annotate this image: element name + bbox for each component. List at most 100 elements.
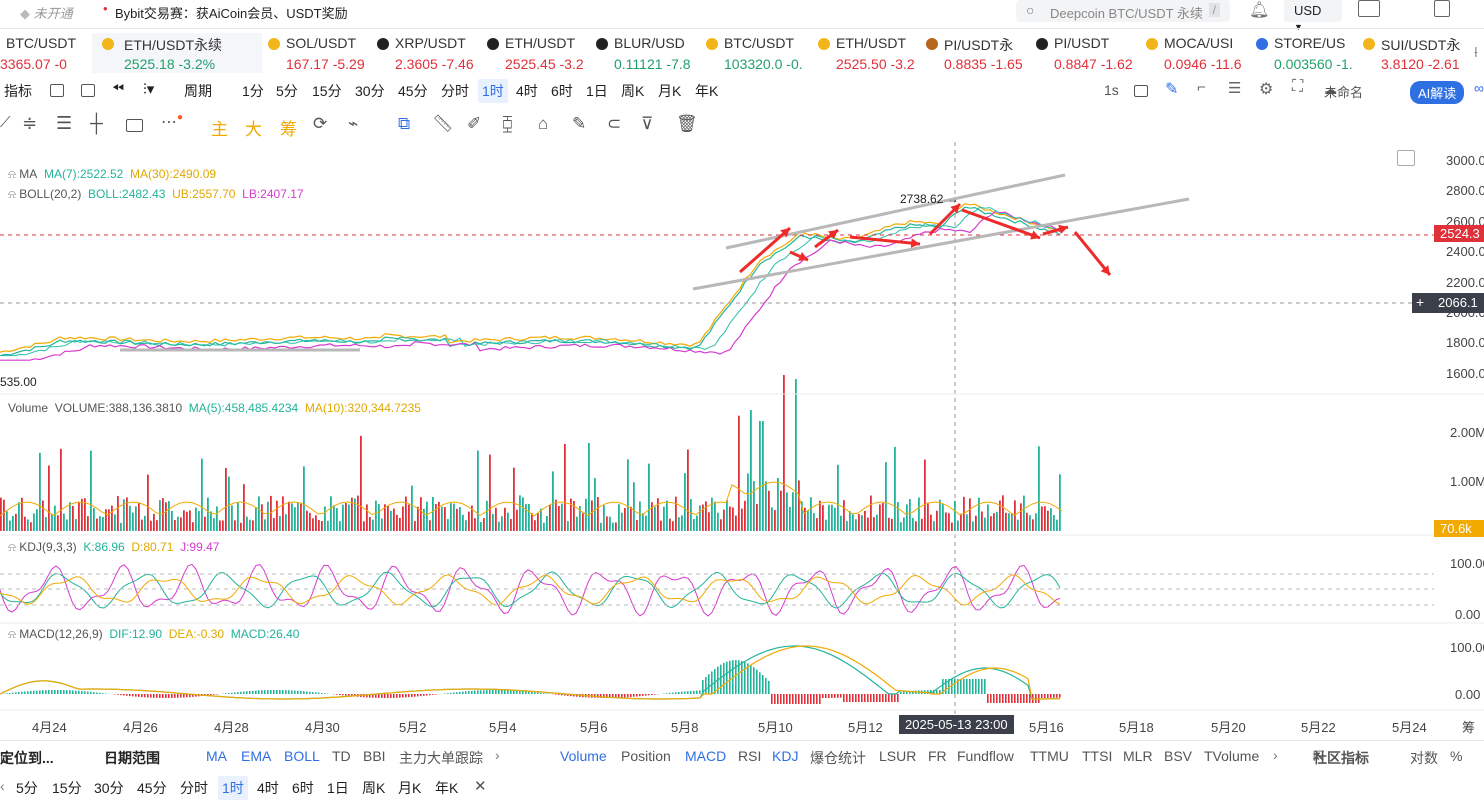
interval-2[interactable]: 15分 <box>312 83 342 99</box>
more-tickers-icon[interactable]: ⟊ <box>1474 44 1478 61</box>
chart-canvas[interactable] <box>0 142 1484 740</box>
sub-indicator-4[interactable]: KDJ <box>772 748 799 764</box>
candle-tool-icon[interactable]: ⧮ <box>502 114 513 133</box>
chip-button[interactable]: 筹 <box>280 120 297 139</box>
sub-indicator-7[interactable]: FR <box>928 748 947 764</box>
copy-icon[interactable]: ⧉ <box>398 114 411 133</box>
sub-inds-more-icon[interactable]: › <box>1273 747 1278 763</box>
note-icon[interactable]: ✎ <box>572 114 587 133</box>
speed-label[interactable]: 1s <box>1104 82 1119 98</box>
trend-line-1[interactable] <box>692 197 1190 291</box>
annotation-arrow-5[interactable] <box>961 208 1041 240</box>
candle-type-icon[interactable]: ⫶▾ <box>143 81 155 98</box>
log-scale-toggle[interactable]: 对数 <box>1410 750 1438 766</box>
bell-icon[interactable]: ⍾ <box>8 540 16 554</box>
filter-icon[interactable]: ⊽ <box>641 114 654 133</box>
quick-interval-3[interactable]: 45分 <box>137 780 167 796</box>
quick-interval-4[interactable]: 分时 <box>180 780 208 796</box>
magnet-icon[interactable]: ⊂ <box>607 114 622 133</box>
pencil-icon[interactable]: ✎ <box>1165 81 1179 98</box>
sync-icon[interactable]: ⟳ <box>313 114 328 133</box>
calendar-icon[interactable] <box>50 84 64 97</box>
sub-indicator-1[interactable]: Position <box>621 748 671 764</box>
ruler-icon[interactable]: 📏︎ <box>432 114 454 133</box>
annotation-arrow-3[interactable] <box>849 235 921 248</box>
ticker-tab-5[interactable]: BLUR/USD 0.11121 -7.8 <box>590 33 700 73</box>
sub-indicator-10[interactable]: TTSI <box>1082 748 1113 764</box>
layout-icon[interactable] <box>81 84 95 97</box>
close-icon[interactable]: ✕ <box>474 778 487 795</box>
promo-link[interactable]: Bybit交易赛：获AiCoin会员、USDT奖励 <box>115 6 348 21</box>
rewind-icon[interactable]: ⏪︎ <box>112 80 125 97</box>
sub-indicator-13[interactable]: TVolume <box>1204 748 1260 764</box>
bell-icon[interactable]: 🔔︎ <box>1249 2 1270 19</box>
ticker-tab-3[interactable]: XRP/USDT 2.3605 -7.46 <box>371 33 481 73</box>
big-order-button[interactable]: 大 <box>245 120 262 139</box>
main-indicator-2[interactable]: BOLL <box>284 748 320 764</box>
ai-button[interactable]: AI解读 <box>1410 81 1465 104</box>
ticker-tab-8[interactable]: PI/USDT永 0.8835 -1.65 <box>920 33 1030 73</box>
parallel-tool-icon[interactable]: ☰ <box>56 113 73 133</box>
list-icon[interactable]: ☰ <box>1228 80 1242 97</box>
main-inds-more-icon[interactable]: › <box>495 747 500 763</box>
interval-12[interactable]: 年K <box>695 83 719 99</box>
chevron-left-icon[interactable]: ‹ <box>0 778 5 794</box>
ticker-tab-7[interactable]: ETH/USDT 2525.50 -3.2 <box>812 33 920 73</box>
quick-interval-9[interactable]: 周K <box>362 780 386 796</box>
link-icon[interactable]: ∞ <box>1474 80 1484 96</box>
sub-indicator-6[interactable]: LSUR <box>879 748 917 764</box>
settings-icon[interactable]: ⚙ <box>1259 81 1274 98</box>
sub-indicator-9[interactable]: TTMU <box>1030 748 1069 764</box>
quick-interval-10[interactable]: 月K <box>398 780 422 796</box>
quick-interval-7[interactable]: 6时 <box>292 780 314 796</box>
bell-icon[interactable]: ⍾ <box>8 627 16 641</box>
plus-icon[interactable]: + <box>1416 294 1425 310</box>
lock-icon[interactable]: ⌂ <box>538 114 549 133</box>
interval-8[interactable]: 6时 <box>551 83 573 99</box>
bell-icon[interactable]: ⍾ <box>8 167 16 181</box>
ticker-tab-4[interactable]: ETH/USDT 2525.45 -3.2 <box>481 33 590 73</box>
hide-drawings-icon[interactable]: ⌁ <box>348 114 359 133</box>
ticker-tab-2[interactable]: SOL/USDT 167.17 -5.29 <box>262 33 371 73</box>
main-indicator-4[interactable]: BBI <box>363 748 386 764</box>
ticker-tab-9[interactable]: PI/USDT 0.8847 -1.62 <box>1030 33 1140 73</box>
camera-icon[interactable] <box>1134 85 1148 97</box>
trend-line-0[interactable] <box>725 173 1066 250</box>
search-box[interactable]: ○ Deepcoin BTC/USDT 永续 / <box>1016 0 1230 22</box>
sub-indicator-11[interactable]: MLR <box>1123 748 1153 764</box>
window-icon[interactable] <box>1434 0 1450 17</box>
bell-icon[interactable]: ⍾ <box>8 187 16 201</box>
interval-0[interactable]: 1分 <box>242 83 264 99</box>
ticker-tab-12[interactable]: SUI/USDT永 3.8120 -2.61 <box>1357 33 1470 73</box>
indicators-button[interactable]: 指标 <box>4 83 32 99</box>
quick-interval-11[interactable]: 年K <box>435 780 459 796</box>
sub-indicator-0[interactable]: Volume <box>560 748 607 764</box>
brush-icon[interactable]: ✐ <box>467 114 482 133</box>
trash-icon[interactable]: 🗑︎ <box>676 114 698 133</box>
sub-indicator-5[interactable]: 爆仓统计 <box>810 750 866 766</box>
interval-11[interactable]: 月K <box>658 83 682 99</box>
line-tool-icon[interactable]: ⟋ <box>0 114 11 131</box>
ray-tool-icon[interactable]: ┼ <box>90 113 103 133</box>
search-input[interactable]: Deepcoin BTC/USDT 永续 <box>1050 6 1203 21</box>
crop-icon[interactable]: ⌐ <box>1197 79 1206 96</box>
quick-interval-8[interactable]: 1日 <box>327 780 349 796</box>
interval-1[interactable]: 5分 <box>276 83 298 99</box>
cloud-save-button[interactable]: ☁ 未命名 ⌄ <box>1324 82 1364 100</box>
interval-7[interactable]: 4时 <box>516 83 538 99</box>
quick-interval-1[interactable]: 15分 <box>52 780 82 796</box>
interval-9[interactable]: 1日 <box>586 83 608 99</box>
mail-icon[interactable] <box>1358 0 1380 17</box>
quick-interval-6[interactable]: 4时 <box>257 780 279 796</box>
main-indicator-3[interactable]: TD <box>332 748 351 764</box>
interval-10[interactable]: 周K <box>621 83 645 99</box>
account-status[interactable]: ◆ 未开通 <box>20 6 73 21</box>
annotation-arrow-7[interactable] <box>1073 231 1112 276</box>
quick-interval-5[interactable]: 1时 <box>218 776 248 800</box>
chart-area[interactable]: ⍾ MA MA(7):2522.52 MA(30):2490.09 ⍾ BOLL… <box>0 142 1484 740</box>
sub-indicator-12[interactable]: BSV <box>1164 748 1193 764</box>
annotation-arrow-1[interactable] <box>789 250 809 262</box>
annotation-arrow-2[interactable] <box>814 228 839 249</box>
main-indicator-1[interactable]: EMA <box>241 748 272 764</box>
ticker-tab-1[interactable]: ETH/USDT永续 2525.18 -3.2% <box>92 33 262 73</box>
